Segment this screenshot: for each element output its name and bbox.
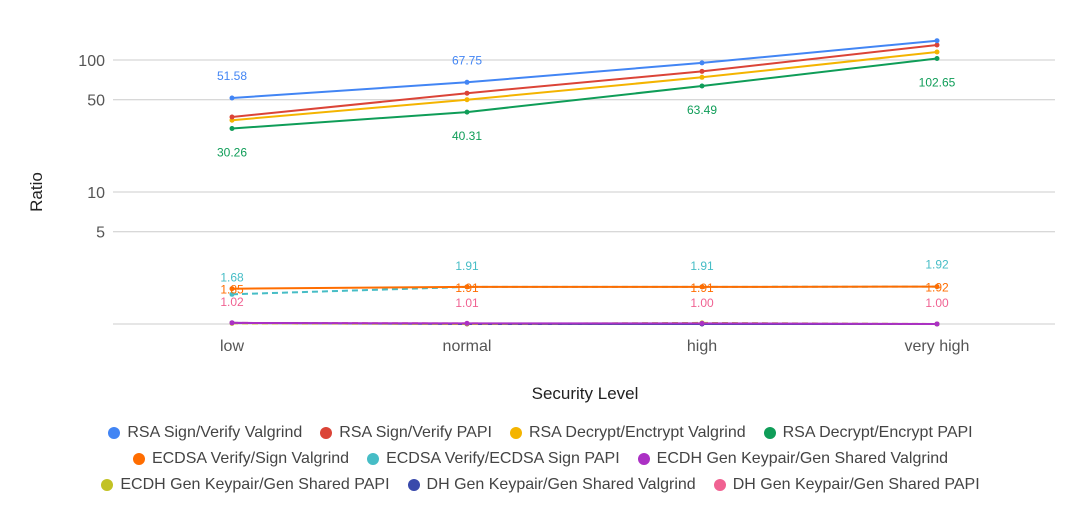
legend-item[interactable]: RSA Decrypt/Enctrypt Valgrind — [509, 424, 746, 442]
legend-label: DH Gen Keypair/Gen Shared Valgrind — [426, 476, 696, 493]
series-lines — [231, 39, 938, 326]
data-point — [229, 320, 235, 326]
legend-label: RSA Decrypt/Enctrypt Valgrind — [528, 424, 746, 441]
legend-label: ECDSA Verify/ECDSA Sign PAPI — [386, 450, 620, 467]
data-point — [934, 284, 940, 290]
series-line — [231, 285, 938, 290]
data-label: 1.01 — [455, 296, 479, 310]
data-point — [934, 38, 940, 44]
data-points — [229, 38, 940, 327]
data-point — [229, 286, 235, 292]
legend-marker-icon — [132, 453, 145, 465]
data-label: 102.65 — [919, 76, 956, 90]
data-label: 63.49 — [687, 103, 717, 117]
data-point — [699, 83, 705, 89]
data-point — [699, 284, 705, 290]
y-axis-ticks: 5 10 50 100 — [78, 53, 105, 242]
legend-label: DH Gen Keypair/Gen Shared PAPI — [732, 476, 980, 493]
data-point — [464, 79, 470, 85]
legend-item[interactable]: ECDSA Verify/Sign Valgrind — [132, 450, 350, 468]
legend-label: RSA Sign/Verify Valgrind — [127, 424, 303, 441]
data-label: 1.00 — [925, 296, 949, 310]
data-label: 51.58 — [217, 69, 247, 83]
data-label: 1.00 — [690, 296, 714, 310]
legend-marker-icon — [509, 427, 522, 439]
data-label: 1.85 — [220, 283, 244, 297]
x-tick-label: normal — [443, 338, 492, 355]
chart-legend: RSA Sign/Verify Valgrind RSA Sign/Verify … — [0, 420, 1081, 498]
data-label: 1.92 — [925, 258, 949, 272]
x-tick-label: very high — [905, 338, 970, 355]
data-point — [464, 90, 470, 96]
legend-label: RSA Sign/Verify PAPI — [339, 424, 492, 441]
data-label: 1.91 — [455, 259, 479, 273]
data-point — [229, 126, 235, 131]
series-line — [231, 51, 938, 122]
legend-marker-icon — [367, 453, 380, 465]
legend-marker-icon — [407, 479, 420, 491]
data-point — [229, 114, 235, 120]
legend-marker-icon — [763, 427, 776, 439]
legend-marker-icon — [320, 427, 333, 439]
data-label: 1.91 — [455, 281, 479, 295]
series-line — [231, 39, 938, 99]
legend-row: ECDSA Verify/Sign Valgrind ECDSA Verify/E… — [0, 446, 1081, 472]
data-label: 1.91 — [690, 281, 714, 295]
data-point — [699, 60, 705, 66]
data-label: 1.02 — [220, 295, 244, 309]
legend-marker-icon — [101, 479, 114, 491]
legend-marker-icon — [108, 427, 121, 439]
data-label: 1.91 — [690, 259, 714, 273]
legend-item[interactable]: RSA Sign/Verify PAPI — [320, 424, 492, 442]
data-point — [464, 284, 470, 290]
data-label: 30.26 — [217, 146, 247, 160]
legend-label: ECDH Gen Keypair/Gen Shared Valgrind — [656, 450, 949, 467]
data-point — [464, 320, 470, 326]
series-line — [231, 57, 938, 130]
legend-label: ECDSA Verify/Sign Valgrind — [151, 450, 350, 467]
data-point — [934, 49, 940, 55]
data-label: 1.92 — [925, 281, 949, 295]
x-axis-title: Security Level — [532, 384, 639, 403]
legend-label: RSA Decrypt/Encrypt PAPI — [782, 424, 973, 441]
data-point — [699, 74, 705, 80]
y-tick-label: 5 — [96, 225, 105, 242]
legend-row: ECDH Gen Keypair/Gen Shared PAPI DH Gen K… — [0, 472, 1081, 498]
data-label: 40.31 — [452, 129, 482, 143]
data-point — [934, 56, 940, 61]
data-point — [699, 320, 705, 326]
y-tick-label: 50 — [87, 93, 105, 110]
data-point — [934, 42, 940, 48]
x-axis-ticks: low normal high very high — [220, 338, 969, 355]
legend-item[interactable]: ECDSA Verify/ECDSA Sign PAPI — [367, 450, 620, 468]
data-point — [464, 97, 470, 103]
legend-label: ECDH Gen Keypair/Gen Shared PAPI — [120, 476, 390, 493]
legend-item[interactable]: ECDH Gen Keypair/Gen Shared Valgrind — [637, 450, 949, 468]
legend-item[interactable]: DH Gen Keypair/Gen Shared PAPI — [713, 476, 980, 494]
data-point — [464, 109, 470, 115]
legend-item[interactable]: RSA Sign/Verify Valgrind — [108, 424, 302, 442]
y-tick-label: 100 — [78, 53, 105, 70]
series-line — [231, 44, 938, 118]
data-point — [934, 321, 940, 327]
data-label: 67.75 — [452, 53, 482, 67]
data-point — [699, 68, 705, 74]
data-point — [229, 291, 235, 297]
legend-item[interactable]: ECDH Gen Keypair/Gen Shared PAPI — [101, 476, 390, 494]
data-label: 1.68 — [220, 270, 244, 284]
y-tick-label: 10 — [87, 185, 105, 202]
y-axis-title: Ratio — [27, 172, 46, 212]
legend-item[interactable]: RSA Decrypt/Encrypt PAPI — [763, 424, 973, 442]
legend-marker-icon — [713, 479, 726, 491]
line-chart: 5 10 50 100 low normal high very high 51.58 67.… — [27, 38, 1055, 403]
legend-item[interactable]: DH Gen Keypair/Gen Shared Valgrind — [407, 476, 696, 494]
legend-row: RSA Sign/Verify Valgrind RSA Sign/Verify … — [0, 420, 1081, 446]
legend-marker-icon — [637, 453, 650, 465]
x-tick-label: low — [220, 338, 244, 355]
data-point — [229, 95, 235, 101]
x-tick-label: high — [687, 338, 717, 355]
series-line — [231, 321, 938, 325]
